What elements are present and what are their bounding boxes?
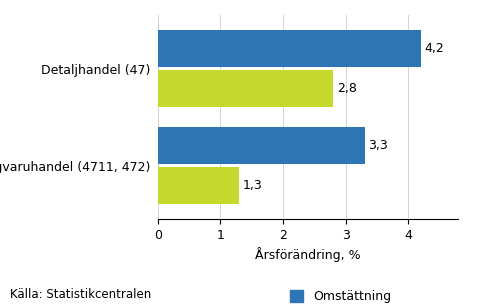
Text: 4,2: 4,2: [424, 42, 444, 55]
Text: Källa: Statistikcentralen: Källa: Statistikcentralen: [10, 288, 151, 301]
Text: 1,3: 1,3: [243, 179, 263, 192]
Bar: [158, 30, 421, 67]
Text: 3,3: 3,3: [368, 139, 388, 152]
Bar: [158, 168, 239, 204]
Bar: [158, 71, 333, 107]
Bar: [158, 127, 364, 164]
Legend: Omstättning, Försäljningsvolym: Omstättning, Försäljningsvolym: [290, 290, 425, 304]
X-axis label: Årsförändring, %: Årsförändring, %: [255, 247, 361, 262]
Text: 2,8: 2,8: [337, 82, 357, 95]
